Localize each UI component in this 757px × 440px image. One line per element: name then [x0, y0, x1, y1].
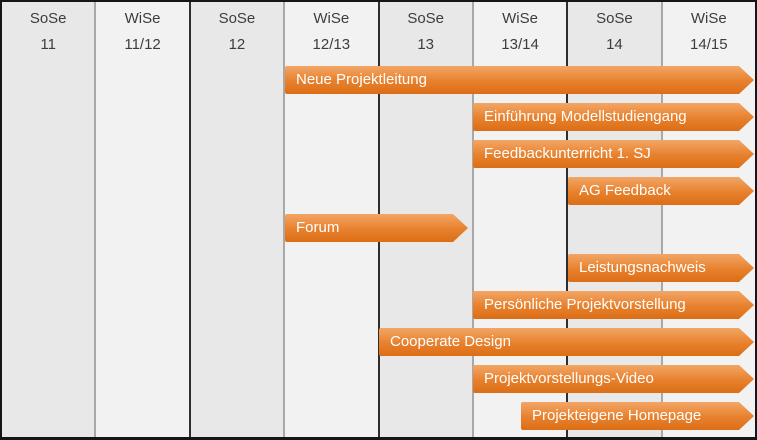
column-season-label: WiSe	[313, 10, 350, 27]
column-year-label: 12	[228, 36, 246, 53]
task-bar: AG Feedback	[568, 177, 754, 205]
task-bar-label: Leistungsnachweis	[579, 259, 706, 276]
column-sose-11: SoSe 11	[2, 2, 95, 437]
task-bar-label: Projekteigene Homepage	[532, 407, 702, 424]
task-bar-label: Forum	[296, 219, 340, 236]
column-season-label: WiSe	[690, 10, 727, 27]
task-bar-label: Neue Projektleitung	[296, 71, 427, 88]
column-year-label: 11	[40, 36, 56, 53]
task-bar-label: Persönliche Projektvorstellung	[484, 296, 686, 313]
column-season-label: WiSe	[124, 10, 161, 27]
task-bar: Feedbackunterricht 1. SJ	[473, 140, 754, 168]
task-bar: Projektvorstellungs-Video	[473, 365, 754, 393]
task-bar-label: Feedbackunterricht 1. SJ	[484, 145, 651, 162]
column-year-label: 13	[417, 36, 435, 53]
column-season-label: SoSe	[596, 10, 633, 27]
column-season-label: WiSe	[502, 10, 538, 27]
task-bar-label: Einführung Modellstudiengang	[484, 108, 687, 125]
task-bar: Neue Projektleitung	[285, 66, 754, 94]
task-bar: Forum	[285, 214, 468, 242]
column-sose-12: SoSe 12	[188, 2, 284, 437]
task-bar-label: AG Feedback	[579, 182, 671, 199]
task-bar: Projekteigene Homepage	[521, 402, 754, 430]
task-bar: Cooperate Design	[379, 328, 754, 356]
column-wise-11-12: WiSe 11/12	[94, 2, 189, 437]
column-season-label: SoSe	[407, 10, 445, 27]
column-year-label: 13/14	[501, 36, 539, 53]
column-year-label: 12/13	[312, 36, 351, 53]
task-bar-label: Projektvorstellungs-Video	[484, 370, 654, 387]
task-bar-label: Cooperate Design	[390, 333, 511, 350]
column-season-label: SoSe	[29, 10, 67, 27]
task-bar: Leistungsnachweis	[568, 254, 754, 282]
column-season-label: SoSe	[218, 10, 256, 27]
column-year-label: 14/15	[690, 36, 728, 53]
task-bar: Persönliche Projektvorstellung	[473, 291, 754, 319]
column-year-label: 11/12	[124, 36, 161, 53]
column-year-label: 14	[606, 36, 623, 53]
task-bar: Einführung Modellstudiengang	[473, 103, 754, 131]
